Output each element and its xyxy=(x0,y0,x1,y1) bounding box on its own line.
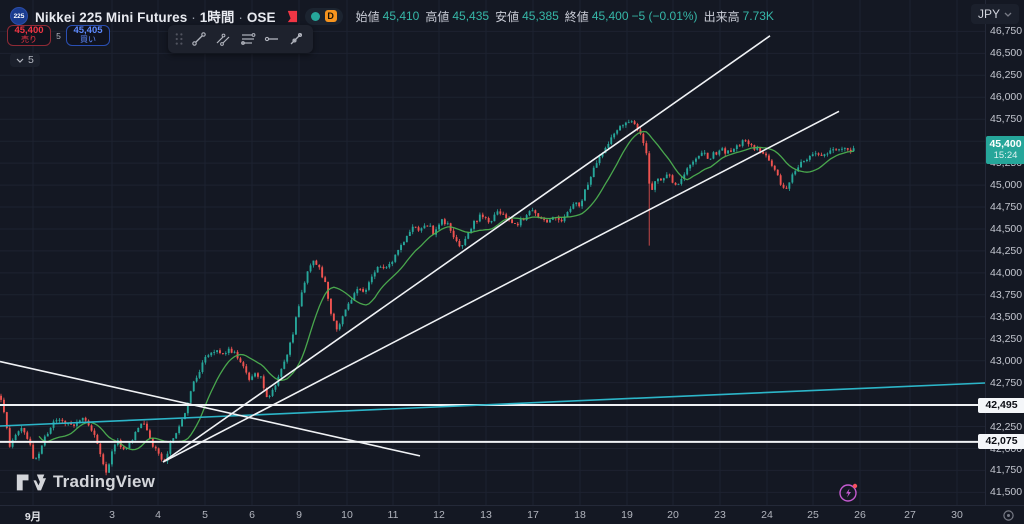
flag-icon[interactable] xyxy=(285,10,298,23)
volume-value: 7.73K xyxy=(742,9,774,23)
time-tick-label: 23 xyxy=(714,509,726,521)
price-axis[interactable]: 41,50041,75042,00042,25042,50042,75043,0… xyxy=(978,0,1024,505)
close-value: 45,400 xyxy=(591,9,629,23)
horizontal-ray-tool-button[interactable] xyxy=(261,27,283,51)
level-price-badge: 42,495 xyxy=(978,397,1024,413)
lightning-icon xyxy=(839,483,858,502)
bar-countdown: 15:24 xyxy=(993,150,1018,161)
exchange-value: OSE xyxy=(246,10,276,25)
open-value: 45,410 xyxy=(382,9,420,23)
change-value: −5 (−0.01%) xyxy=(631,9,698,23)
open-label: 始値 xyxy=(355,9,380,24)
spread-value: 5 xyxy=(56,30,61,41)
sell-button[interactable]: 45,400 売り xyxy=(7,25,51,46)
ray-tool-button[interactable] xyxy=(285,27,307,51)
close-label: 終値 xyxy=(564,9,589,24)
time-tick-label: 3 xyxy=(109,509,115,521)
parallel-lines-tool-button[interactable] xyxy=(237,27,259,51)
time-tick-label: 26 xyxy=(854,509,866,521)
time-tick-label: 9月 xyxy=(24,511,42,523)
price-tick-label: 43,500 xyxy=(990,310,1023,323)
ray-icon xyxy=(290,32,302,45)
time-tick-label: 9 xyxy=(296,509,302,521)
price-tick-label: 45,750 xyxy=(990,113,1023,126)
time-tick-label: 17 xyxy=(527,509,539,521)
last-price-value: 45,400 xyxy=(989,138,1022,150)
price-tick-label: 44,500 xyxy=(990,223,1023,235)
price-tick-label: 45,000 xyxy=(990,179,1023,192)
drag-handle-icon[interactable] xyxy=(174,31,183,47)
volume-label: 出来高 xyxy=(703,9,740,24)
delayed-data-icon: D xyxy=(324,10,337,22)
parallel-lines-icon xyxy=(240,33,256,45)
price-tick-label: 41,500 xyxy=(990,486,1023,499)
price-tick-label: 44,750 xyxy=(990,201,1023,213)
double-trend-line-tool-button[interactable] xyxy=(212,27,234,51)
trend-line-tool-button[interactable] xyxy=(188,27,210,51)
price-tick-label: 46,000 xyxy=(990,91,1023,104)
interval-value: 1時間 xyxy=(199,10,235,25)
price-tick-label: 42,750 xyxy=(990,376,1023,389)
price-tick-label: 43,000 xyxy=(990,354,1023,367)
time-tick-label: 4 xyxy=(155,509,161,521)
currency-button[interactable]: JPY xyxy=(970,4,1019,24)
time-tick-label: 12 xyxy=(433,509,445,521)
alerts-fab-button[interactable] xyxy=(838,482,859,503)
time-tick-label: 5 xyxy=(202,509,208,521)
price-tick-label: 41,750 xyxy=(990,464,1023,477)
time-tick-label: 10 xyxy=(341,509,353,521)
trend-line-icon xyxy=(192,32,207,46)
symbol-header: 225 Nikkei 225 Mini Futures · 1時間 · OSE … xyxy=(10,5,774,27)
price-tick-label: 46,750 xyxy=(990,25,1023,38)
chevron-down-icon xyxy=(16,58,24,63)
market-status-pill[interactable]: D xyxy=(304,7,343,25)
time-axis[interactable]: 9月 3 4 5 6 9 10 11 12 13 17 18 19 20 23 24 25 26 27 30 xyxy=(0,505,1024,524)
time-tick-label: 20 xyxy=(667,509,679,521)
price-tick-label: 43,750 xyxy=(990,288,1023,301)
double-trend-line-icon xyxy=(217,33,230,46)
price-tick-label: 46,500 xyxy=(990,47,1023,60)
symbol-title[interactable]: Nikkei 225 Mini Futures · 1時間 · OSE xyxy=(35,10,276,25)
quantity-selector[interactable]: 5 xyxy=(10,53,40,67)
horizontal-ray-icon xyxy=(264,36,278,42)
drawing-toolbar xyxy=(168,25,313,53)
time-tick-label: 25 xyxy=(807,509,819,521)
price-tick-label: 46,250 xyxy=(990,69,1023,82)
low-value: 45,385 xyxy=(522,9,559,23)
level-price-badge: 42,075 xyxy=(978,434,1024,450)
price-tick-label: 43,250 xyxy=(990,332,1023,345)
time-tick-label: 27 xyxy=(904,509,916,521)
low-label: 安値 xyxy=(495,9,520,24)
price-tick-label: 44,250 xyxy=(990,244,1023,257)
symbol-logo[interactable]: 225 xyxy=(10,7,28,25)
price-tick-label: 44,000 xyxy=(990,266,1023,279)
tradingview-watermark: TradingView xyxy=(16,470,155,494)
time-tick-label: 30 xyxy=(951,509,963,521)
time-tick-label: 24 xyxy=(761,509,773,521)
buy-button[interactable]: 45,405 買い xyxy=(66,25,110,46)
time-tick-label: 11 xyxy=(387,509,399,521)
order-widget: 45,400 売り 5 45,405 買い xyxy=(7,25,110,46)
high-label: 高値 xyxy=(425,9,450,24)
time-tick-label: 13 xyxy=(480,509,492,521)
ohlc-values: 始値 45,410 高値 45,435 安値 45,385 終値 45,400 −5 (… xyxy=(356,8,774,25)
chevron-down-icon xyxy=(1004,12,1012,17)
price-tick-label: 42,250 xyxy=(990,420,1023,433)
market-open-dot-icon xyxy=(310,11,320,21)
watermark-label: TradingView xyxy=(53,472,156,491)
axis-settings-gear-icon[interactable] xyxy=(1002,509,1015,522)
last-price-badge: 45,400 15:24 xyxy=(986,136,1024,164)
time-tick-label: 19 xyxy=(621,509,633,521)
high-value: 45,435 xyxy=(452,9,490,23)
time-tick-label: 6 xyxy=(249,509,255,521)
notification-dot-icon xyxy=(852,483,858,489)
time-tick-label: 18 xyxy=(574,509,586,521)
tradingview-logo-icon xyxy=(16,474,46,491)
